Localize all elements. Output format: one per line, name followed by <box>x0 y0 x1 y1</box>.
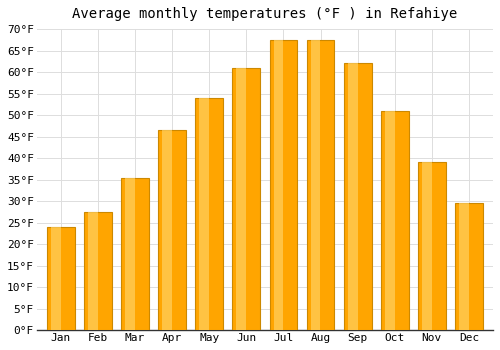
Bar <box>418 162 446 330</box>
Bar <box>455 203 483 330</box>
Bar <box>422 162 432 330</box>
Bar <box>88 212 98 330</box>
Bar <box>348 63 358 330</box>
Bar <box>236 68 246 330</box>
Bar <box>385 111 394 330</box>
Bar <box>310 40 320 330</box>
Bar <box>274 40 283 330</box>
Bar <box>344 63 371 330</box>
Title: Average monthly temperatures (°F ) in Refahiye: Average monthly temperatures (°F ) in Re… <box>72 7 458 21</box>
Bar <box>459 203 469 330</box>
Bar <box>232 68 260 330</box>
Bar <box>47 227 75 330</box>
Bar <box>196 98 223 330</box>
Bar <box>381 111 408 330</box>
Bar <box>121 177 149 330</box>
Bar <box>306 40 334 330</box>
Bar <box>51 227 60 330</box>
Bar <box>84 212 112 330</box>
Bar <box>270 40 297 330</box>
Bar <box>200 98 209 330</box>
Bar <box>162 130 172 330</box>
Bar <box>158 130 186 330</box>
Bar <box>125 177 135 330</box>
